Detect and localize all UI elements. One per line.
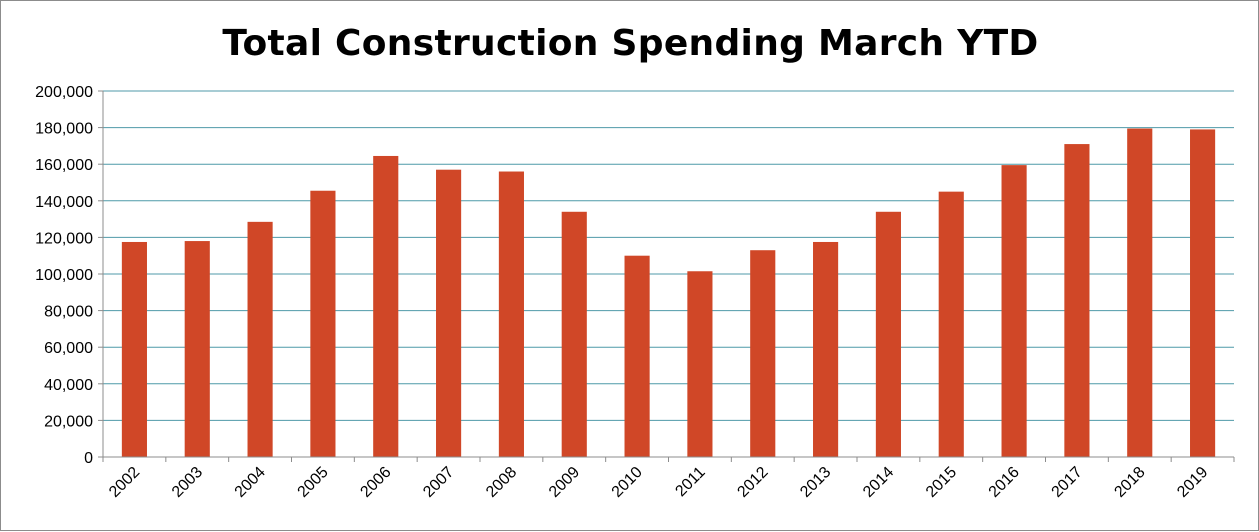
y-tick-label: 60,000 <box>44 340 93 357</box>
bar-2002 <box>121 241 147 457</box>
x-tick-label-2003: 2003 <box>169 464 206 501</box>
bar-2007 <box>436 169 462 457</box>
bar-2005 <box>310 190 336 458</box>
y-tick-label: 120,000 <box>35 230 93 247</box>
x-tick-label-2008: 2008 <box>483 464 520 501</box>
x-tick-label-2012: 2012 <box>734 464 771 501</box>
x-tick-label-2016: 2016 <box>986 464 1023 501</box>
x-tick-label-2014: 2014 <box>860 464 897 501</box>
bar-2016 <box>1001 165 1027 458</box>
bars <box>121 128 1216 458</box>
y-tick-label: 100,000 <box>35 267 93 284</box>
bar-2010 <box>624 255 650 457</box>
x-tick-label-2010: 2010 <box>609 464 646 501</box>
x-tick-label-2011: 2011 <box>672 464 708 500</box>
axes <box>98 90 1235 462</box>
bar-2011 <box>687 271 713 457</box>
bar-2008 <box>498 171 524 457</box>
y-tick-label: 200,000 <box>35 84 93 101</box>
bar-2014 <box>875 211 901 457</box>
gridlines <box>103 90 1234 421</box>
tick-labels: 0 20,000 40,000 60,000 80,000 100,000 120,000 1… <box>35 84 1211 501</box>
bar-2003 <box>184 241 210 457</box>
bar-2009 <box>561 211 587 457</box>
x-tick-label-2006: 2006 <box>357 464 394 501</box>
y-tick-label: 40,000 <box>44 377 93 394</box>
bar-2004 <box>247 221 273 457</box>
x-tick-label-2013: 2013 <box>797 464 834 501</box>
x-tick-label-2005: 2005 <box>295 464 332 501</box>
bar-2018 <box>1127 128 1153 457</box>
y-tick-label: 160,000 <box>35 157 93 174</box>
x-tick-label-2018: 2018 <box>1111 464 1148 501</box>
y-tick-label: 180,000 <box>35 121 93 138</box>
x-tick-label-2007: 2007 <box>420 464 457 501</box>
chart-title: Total Construction Spending March YTD <box>222 23 1039 64</box>
x-tick-label-2002: 2002 <box>106 464 143 501</box>
y-tick-label: 140,000 <box>35 194 93 211</box>
x-tick-label-2015: 2015 <box>923 464 960 501</box>
bar-2019 <box>1190 129 1216 457</box>
y-tick-label: 0 <box>84 450 93 467</box>
bar-2006 <box>373 155 399 457</box>
bar-2013 <box>813 241 839 457</box>
x-tick-label-2019: 2019 <box>1174 464 1211 501</box>
bar-2012 <box>750 250 776 457</box>
y-tick-label: 80,000 <box>44 304 93 321</box>
x-tick-label-2017: 2017 <box>1049 464 1086 501</box>
x-tick-label-2009: 2009 <box>546 464 583 501</box>
bar-2015 <box>938 191 964 457</box>
y-tick-label: 20,000 <box>44 413 93 430</box>
bar-2017 <box>1064 144 1090 457</box>
x-tick-label-2004: 2004 <box>232 464 269 501</box>
